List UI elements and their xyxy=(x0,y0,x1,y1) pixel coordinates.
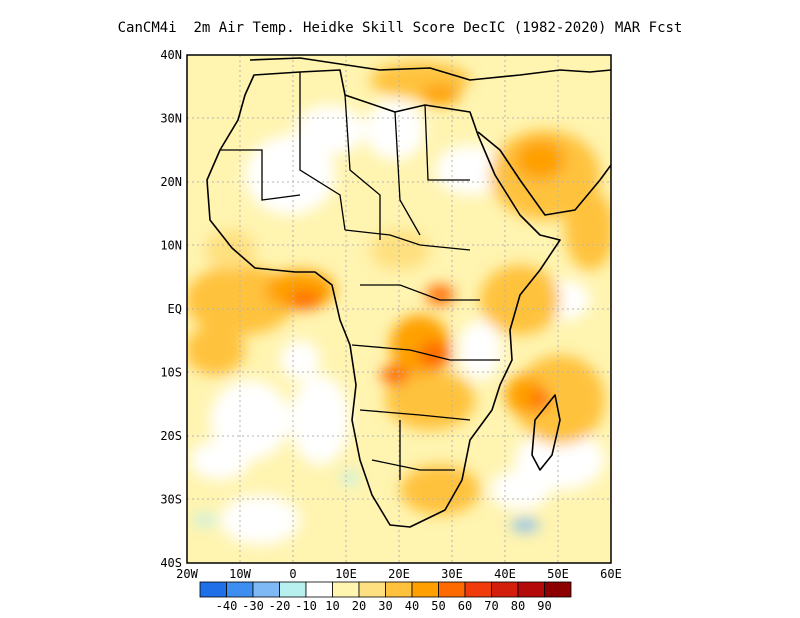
lat-tick-label: 30S xyxy=(160,493,182,507)
lat-tick-label: 40S xyxy=(160,556,182,570)
colorbar-swatch xyxy=(464,581,492,598)
colorbar-label: 90 xyxy=(537,599,551,613)
europe-coast xyxy=(249,57,611,81)
colorbar-label: 10 xyxy=(325,599,339,613)
longitude-labels: 20W 10W 0 10E 20E 30E 40E 50E 60E xyxy=(176,567,622,581)
lat-tick-label: 20S xyxy=(160,429,182,443)
coastlines xyxy=(206,57,611,528)
lon-tick-label: 0 xyxy=(289,567,296,581)
latitude-labels: 40N 30N 20N 10N EQ 10S 20S 30S 40S xyxy=(160,48,182,570)
lat-tick-label: 20N xyxy=(160,175,182,189)
arabian-coast xyxy=(477,131,611,216)
colorbar-label: 20 xyxy=(352,599,366,613)
colorbar-swatch xyxy=(226,581,254,598)
colorbar-swatch xyxy=(544,581,572,598)
lat-tick-label: EQ xyxy=(168,302,182,316)
colorbar-label: 50 xyxy=(431,599,445,613)
africa-coastline xyxy=(206,69,561,528)
colorbar-label: 60 xyxy=(458,599,472,613)
colorbar-swatch xyxy=(411,581,439,598)
colorbar-swatch xyxy=(279,581,307,598)
lon-tick-label: 60E xyxy=(600,567,622,581)
lat-tick-label: 40N xyxy=(160,48,182,62)
colorbar-label: -40 xyxy=(216,599,238,613)
colorbar-swatch xyxy=(252,581,280,598)
colorbar-label: 40 xyxy=(405,599,419,613)
colorbar-swatch xyxy=(517,581,545,598)
country-borders xyxy=(220,72,500,480)
lon-tick-label: 20W xyxy=(176,567,198,581)
lon-tick-label: 10E xyxy=(335,567,357,581)
colorbar-swatch xyxy=(332,581,360,598)
colorbar-swatch xyxy=(491,581,519,598)
colorbar-label: 30 xyxy=(378,599,392,613)
chart-title: CanCM4i 2m Air Temp. Heidke Skill Score … xyxy=(117,20,683,36)
lat-tick-label: 10N xyxy=(160,239,182,253)
colorbar-label: 70 xyxy=(484,599,498,613)
colorbar-swatch xyxy=(438,581,466,598)
colorbar-swatch xyxy=(385,581,413,598)
lon-tick-label: 40E xyxy=(494,567,516,581)
colorbar-label: -10 xyxy=(295,599,317,613)
lon-tick-label: 30E xyxy=(441,567,463,581)
lon-tick-label: 50E xyxy=(547,567,569,581)
colorbar-label: -30 xyxy=(242,599,264,613)
colorbar-swatch xyxy=(199,581,227,598)
colorbar-swatch xyxy=(305,581,333,598)
colorbar-label: 80 xyxy=(511,599,525,613)
lat-tick-label: 10S xyxy=(160,366,182,380)
skill-field xyxy=(187,55,611,563)
madagascar-coastline xyxy=(531,394,561,471)
lat-tick-label: 30N xyxy=(160,112,182,126)
map-frame xyxy=(186,54,612,564)
lon-tick-label: 20E xyxy=(388,567,410,581)
colorbar-swatch xyxy=(358,581,386,598)
colorbar: -40 -30 -20 -10 10 20 30 40 50 60 70 80 90 xyxy=(199,581,572,613)
shading-blobs xyxy=(187,62,611,545)
lon-tick-label: 10W xyxy=(229,567,251,581)
colorbar-label: -20 xyxy=(269,599,291,613)
